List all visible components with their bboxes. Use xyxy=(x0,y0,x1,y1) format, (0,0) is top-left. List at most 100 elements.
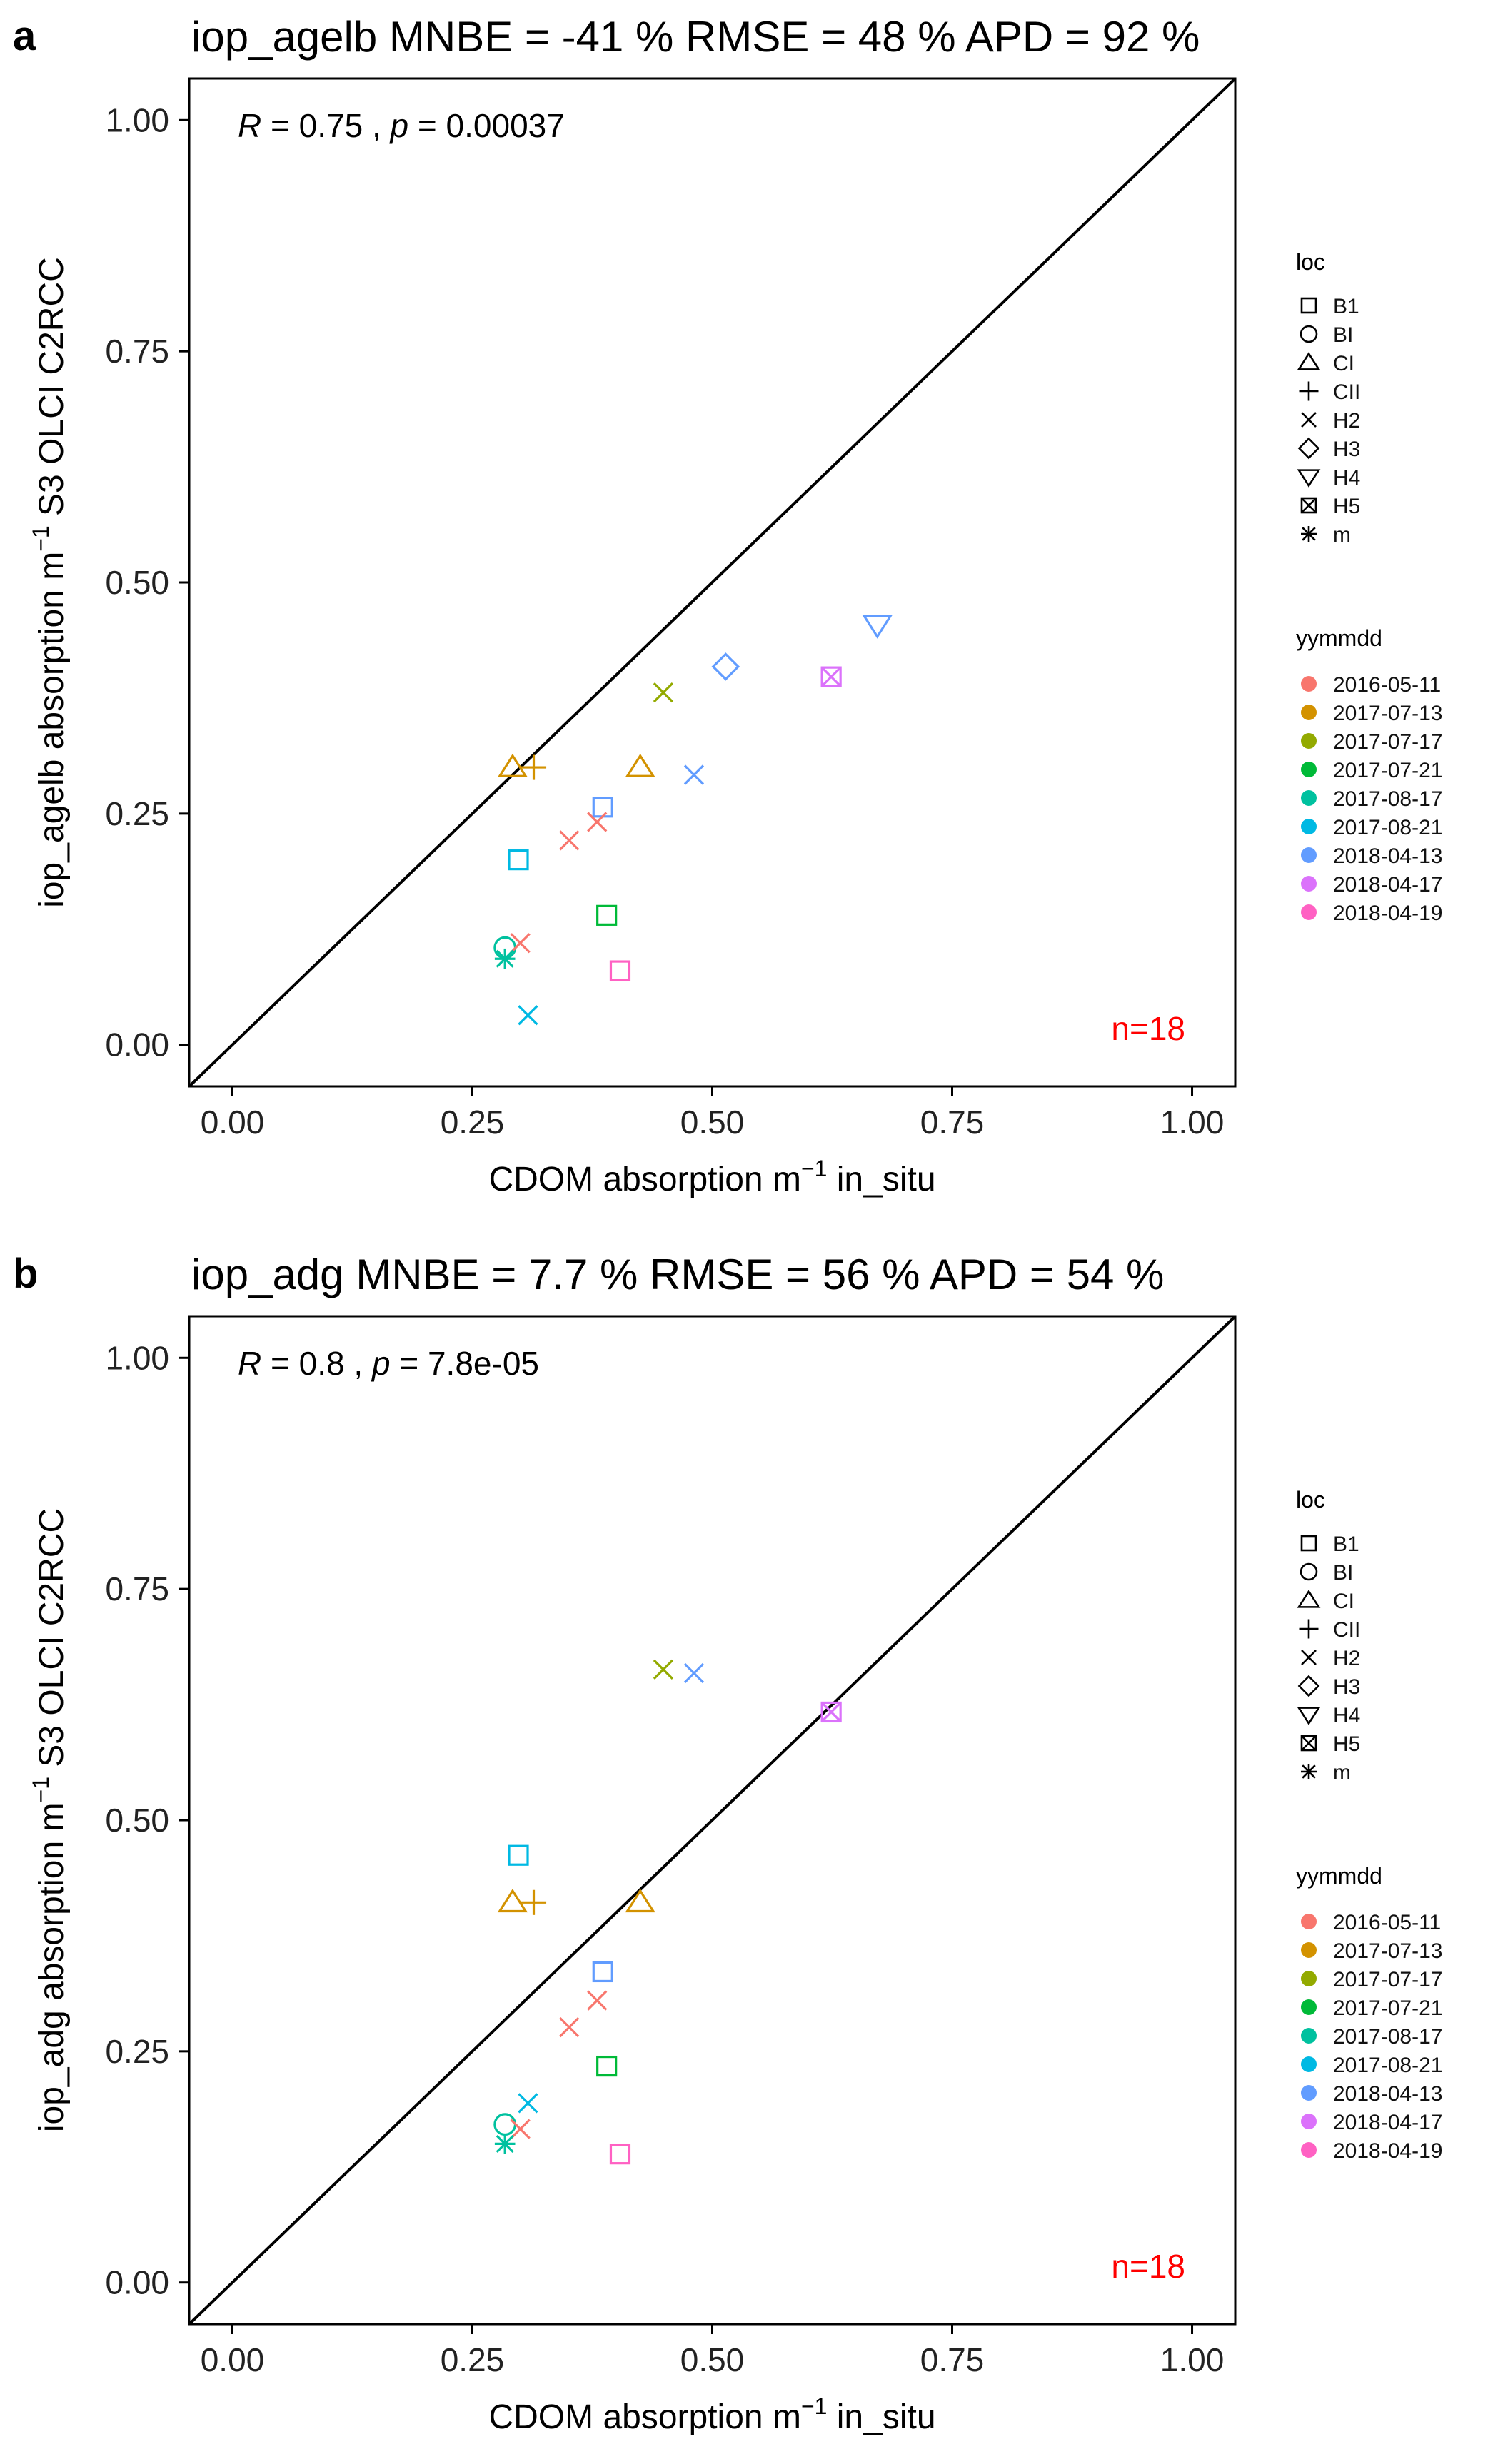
legend-label-date: 2018-04-17 xyxy=(1333,873,1442,897)
legend-key-h2 xyxy=(1301,412,1317,428)
legend-label-loc: B1 xyxy=(1333,295,1359,318)
n-count-label: n=18 xyxy=(1111,1010,1185,1047)
x-tick-label: 0.75 xyxy=(920,1104,985,1141)
one-to-one-line xyxy=(188,77,1237,1088)
legend-label-loc: H3 xyxy=(1333,1675,1360,1699)
legend-color-key xyxy=(1301,1999,1317,2015)
data-point xyxy=(521,754,547,780)
data-point xyxy=(683,1662,705,1684)
legend-label-loc: H5 xyxy=(1333,495,1360,518)
legend: loc B1 BI CI CII H2 H3 H4 H5 m yymmdd 2016-05-11 201… xyxy=(1296,249,1442,925)
x-axis-label: CDOM absorption m−1 in_situ xyxy=(488,1156,935,1198)
legend-label-loc: m xyxy=(1333,1761,1351,1784)
legend-color-key xyxy=(1301,904,1317,920)
legend: loc B1 BI CI CII H2 H3 H4 H5 m yymmdd 2016-05-11 201… xyxy=(1296,1487,1442,2163)
legend-key-cii xyxy=(1299,381,1319,401)
y-tick-label: 1.00 xyxy=(105,101,169,138)
x-tick-label: 0.25 xyxy=(441,1104,505,1141)
data-point xyxy=(862,615,893,639)
legend-label-loc: CII xyxy=(1333,1618,1360,1642)
y-tick-label: 0.50 xyxy=(105,1802,169,1839)
x-tick-label: 0.00 xyxy=(201,2341,265,2378)
y-tick-label: 0.75 xyxy=(105,1570,169,1607)
legend-label-loc: CI xyxy=(1333,1590,1354,1613)
panel-a: a iop_agelb MNBE = -41 % RMSE = 48 % APD … xyxy=(13,13,1442,1198)
legend-key-ci xyxy=(1297,1590,1321,1608)
y-tick-label: 0.00 xyxy=(105,2264,169,2301)
data-point xyxy=(683,764,705,785)
data-point xyxy=(609,2144,631,2165)
data-point xyxy=(559,2017,580,2038)
legend-color-key xyxy=(1301,847,1317,863)
legend-label-date: 2017-07-17 xyxy=(1333,730,1442,754)
legend-label-date: 2017-08-21 xyxy=(1333,816,1442,839)
legend-key-b1 xyxy=(1300,1535,1317,1552)
legend-color-key xyxy=(1301,2114,1317,2129)
legend-key-h2 xyxy=(1301,1650,1317,1665)
legend-title-loc: loc xyxy=(1296,1487,1325,1513)
legend-color-key xyxy=(1301,676,1317,692)
data-point xyxy=(820,666,842,687)
panel-letter: a xyxy=(13,13,36,59)
data-point xyxy=(596,2055,618,2077)
data-point xyxy=(518,1005,538,1026)
data-point xyxy=(494,948,516,969)
legend-label-loc: H5 xyxy=(1333,1732,1360,1756)
legend-color-key xyxy=(1301,790,1317,806)
data-point xyxy=(508,849,529,871)
legend-color-key xyxy=(1301,2085,1317,2101)
legend-color-key xyxy=(1301,2142,1317,2158)
legend-key-cii xyxy=(1299,1619,1319,1639)
legend-color-key xyxy=(1301,733,1317,749)
y-tick-label: 0.00 xyxy=(105,1026,169,1064)
legend-label-date: 2017-07-21 xyxy=(1333,1996,1442,2020)
legend-key-h3 xyxy=(1297,437,1320,460)
y-axis-label: iop_adg absorption m−1 S3 OLCI C2RCC xyxy=(28,1508,71,2132)
legend-label-date: 2017-08-17 xyxy=(1333,787,1442,811)
legend-key-bi xyxy=(1300,1562,1318,1581)
legend-key-ci xyxy=(1297,352,1321,370)
data-point xyxy=(596,904,618,926)
legend-title-yymmdd: yymmdd xyxy=(1296,1863,1382,1889)
chart-title: iop_agelb MNBE = -41 % RMSE = 48 % APD =… xyxy=(191,13,1200,61)
y-tick-label: 0.25 xyxy=(105,795,169,832)
legend-color-key xyxy=(1301,762,1317,777)
legend-label-date: 2016-05-11 xyxy=(1333,1911,1441,1934)
data-point xyxy=(493,2113,517,2136)
legend-label-loc: B1 xyxy=(1333,1533,1359,1556)
correlation-annotation: R = 0.8 , p = 7.8e-05 xyxy=(238,1345,539,1382)
data-point xyxy=(497,753,528,777)
legend-title-yymmdd: yymmdd xyxy=(1296,625,1382,651)
legend-key-h4 xyxy=(1297,1707,1321,1725)
y-tick-label: 0.50 xyxy=(105,564,169,601)
y-tick-label: 0.25 xyxy=(105,2033,169,2070)
legend-label-loc: H3 xyxy=(1333,438,1360,461)
legend-label-date: 2017-07-17 xyxy=(1333,1968,1442,1991)
legend-label-date: 2017-08-17 xyxy=(1333,2025,1442,2049)
legend-color-key xyxy=(1301,876,1317,892)
data-point xyxy=(587,812,608,832)
legend-title-loc: loc xyxy=(1296,249,1325,275)
data-point xyxy=(592,1961,613,1983)
legend-label-date: 2016-05-11 xyxy=(1333,673,1441,697)
data-point xyxy=(653,1659,674,1680)
legend-label-date: 2018-04-17 xyxy=(1333,2111,1442,2134)
legend-key-b1 xyxy=(1300,297,1317,314)
y-axis-label: iop_agelb absorption m−1 S3 OLCI C2RCC xyxy=(28,257,71,908)
legend-key-h5 xyxy=(1300,1735,1317,1752)
x-tick-label: 0.25 xyxy=(441,2341,505,2378)
data-point xyxy=(510,2119,531,2139)
panel-letter: b xyxy=(13,1251,38,1297)
legend-label-date: 2018-04-13 xyxy=(1333,2082,1442,2106)
legend-label-date: 2018-04-19 xyxy=(1333,902,1442,925)
chart-title: iop_adg MNBE = 7.7 % RMSE = 56 % APD = 5… xyxy=(191,1251,1164,1298)
legend-label-loc: H2 xyxy=(1333,1647,1360,1670)
legend-key-m xyxy=(1301,1764,1317,1779)
legend-label-loc: m xyxy=(1333,523,1351,547)
data-point xyxy=(510,933,531,954)
data-point xyxy=(521,1889,547,1915)
panel-b: b iop_adg MNBE = 7.7 % RMSE = 56 % APD = … xyxy=(13,1251,1442,2436)
legend-color-key xyxy=(1301,1914,1317,1929)
data-point xyxy=(711,652,740,681)
